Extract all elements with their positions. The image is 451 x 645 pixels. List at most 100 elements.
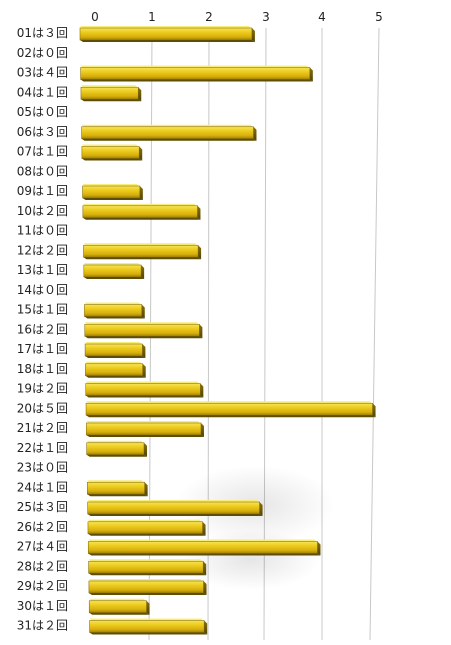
- bar-bottom: [81, 158, 143, 161]
- category-label: 06は３回: [17, 125, 68, 139]
- bar-24は１回: [87, 480, 148, 497]
- bar-28は２回: [88, 559, 207, 576]
- bar-bottom: [86, 415, 376, 418]
- bar-bottom: [80, 40, 255, 42]
- bar-side: [198, 245, 202, 260]
- bar-side: [142, 363, 146, 378]
- category-label: 03は４回: [17, 66, 68, 80]
- bar-bottom: [85, 395, 204, 398]
- bar-side: [204, 620, 208, 635]
- bar-side: [199, 324, 203, 339]
- bar-bottom: [89, 632, 208, 635]
- bar-bottom: [82, 217, 201, 220]
- bar-29は２回: [88, 579, 207, 595]
- bar-06は３回: [81, 124, 257, 141]
- bar-side: [144, 482, 148, 497]
- category-label: 19は２回: [17, 382, 68, 396]
- bar: [86, 442, 145, 456]
- bar: [84, 323, 200, 337]
- bar-bottom: [87, 533, 206, 536]
- bar: [79, 27, 253, 41]
- category-label: 09は１回: [17, 184, 68, 198]
- bar-side: [139, 146, 143, 161]
- bar-side: [203, 581, 207, 595]
- bar-side: [251, 28, 255, 42]
- category-label: 30は１回: [17, 599, 68, 613]
- bar-bottom: [86, 454, 147, 457]
- category-label: 21は２回: [17, 421, 68, 435]
- bar-bottom: [80, 79, 313, 82]
- bar-side: [372, 403, 376, 418]
- category-label: 22は１回: [17, 441, 68, 455]
- bar-side: [143, 442, 147, 457]
- bar-01は３回: [79, 26, 255, 42]
- category-label: 14は０回: [17, 283, 68, 297]
- x-tick-label: 1: [148, 10, 156, 24]
- bar-side: [200, 383, 204, 398]
- category-label: 04は１回: [17, 85, 68, 99]
- category-label: 27は４回: [17, 540, 68, 554]
- x-tick-label: 3: [262, 10, 270, 24]
- bar-side: [142, 344, 146, 358]
- category-label: 02は０回: [17, 46, 68, 60]
- bar-bottom: [87, 494, 148, 497]
- gridline-5: [369, 27, 380, 641]
- bar-bottom: [86, 435, 204, 437]
- x-tick-label: 4: [318, 10, 326, 24]
- category-label: 17は１回: [17, 342, 68, 356]
- category-label: 31は２回: [17, 619, 68, 633]
- x-axis-ticks: 0 1 2 3 4 5: [91, 10, 383, 24]
- bar-bottom: [85, 375, 146, 378]
- bar: [85, 363, 144, 377]
- category-label: 24は１回: [17, 480, 68, 494]
- category-label: 15は１回: [17, 303, 68, 317]
- category-label: 23は０回: [17, 461, 68, 475]
- bar: [80, 67, 311, 80]
- bar-side: [253, 126, 257, 141]
- bar-31は２回: [89, 618, 208, 635]
- category-label: 16は２回: [17, 322, 68, 336]
- bar: [82, 205, 198, 219]
- bar: [84, 304, 143, 317]
- bar-side: [146, 600, 150, 615]
- bar-side: [141, 265, 145, 279]
- bar-bottom: [82, 198, 143, 200]
- bar-side: [259, 502, 263, 516]
- bar-07は１回: [81, 144, 143, 161]
- category-label: 25は３回: [17, 500, 68, 514]
- bar-22は１回: [86, 440, 147, 457]
- category-label: 13は１回: [17, 263, 68, 277]
- bar: [85, 402, 373, 416]
- bar-18は１回: [85, 361, 146, 378]
- bar: [83, 244, 199, 258]
- bar-side: [202, 521, 206, 536]
- bar: [88, 600, 147, 614]
- bar-bottom: [84, 336, 203, 339]
- bar-side: [309, 67, 313, 82]
- category-label: 01は３回: [17, 26, 68, 40]
- bars: [79, 26, 376, 635]
- bar: [82, 185, 141, 199]
- bar-30は１回: [88, 598, 150, 615]
- bar-bottom: [88, 593, 207, 595]
- bar-bottom: [81, 138, 257, 141]
- bar: [87, 501, 260, 515]
- bar: [87, 521, 203, 535]
- bar-side: [139, 186, 143, 200]
- bar: [81, 126, 254, 140]
- category-label: 12は２回: [17, 243, 68, 257]
- bar-bottom: [88, 553, 321, 556]
- category-label: 11は０回: [17, 224, 68, 238]
- bar: [88, 560, 204, 574]
- category-label: 08は０回: [17, 164, 68, 178]
- bar-bottom: [84, 316, 145, 319]
- bar-bottom: [85, 356, 146, 358]
- category-label: 28は２回: [17, 559, 68, 573]
- bar-15は１回: [84, 302, 145, 319]
- category-label: 05は０回: [17, 105, 68, 119]
- x-tick-label: 0: [91, 10, 99, 24]
- bar-27は４回: [87, 539, 321, 556]
- bar-16は２回: [84, 322, 203, 339]
- x-tick-label: 5: [375, 10, 383, 24]
